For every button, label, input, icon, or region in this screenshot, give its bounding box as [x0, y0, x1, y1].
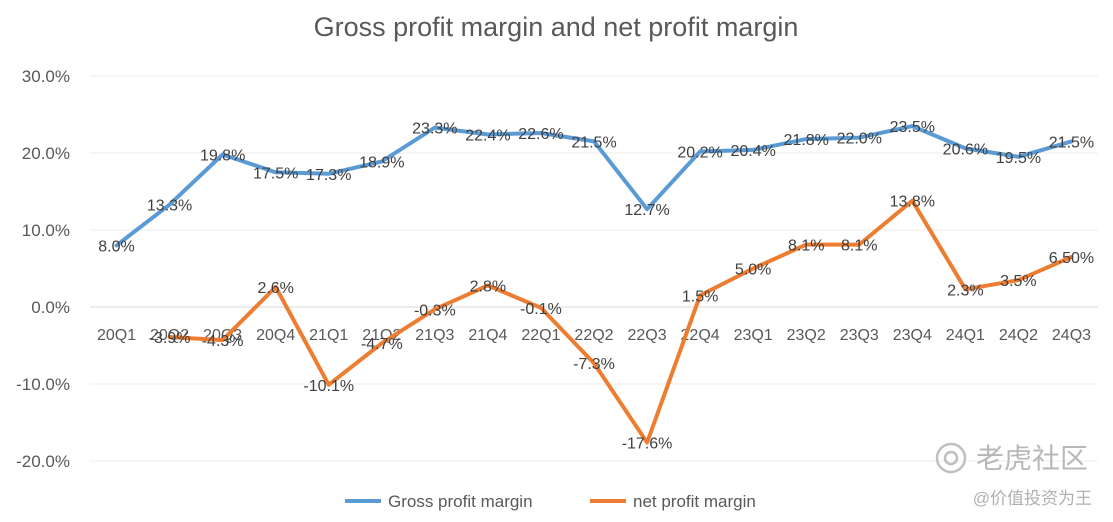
data-label: 12.7% [624, 202, 669, 219]
x-tick-label: 21Q3 [415, 327, 454, 344]
data-label: 2.8% [470, 278, 506, 295]
data-label: -0.1% [520, 301, 562, 318]
data-label: 6.50% [1049, 250, 1094, 267]
data-label: 20.4% [730, 143, 775, 160]
x-tick-label: 22Q2 [574, 327, 613, 344]
data-label: -3.9% [149, 330, 191, 347]
y-axis: 30.0% 20.0% 10.0% 0.0% -10.0% -20.0% [16, 67, 70, 471]
legend-item[interactable]: net profit margin [590, 492, 756, 511]
x-tick-label: 23Q1 [734, 327, 773, 344]
data-label: -17.6% [622, 436, 673, 453]
x-tick-label: 23Q4 [893, 327, 932, 344]
data-label: 17.3% [306, 167, 351, 184]
tiger-logo-icon [935, 442, 967, 474]
data-label: 21.5% [1049, 134, 1094, 151]
data-label: -10.1% [303, 378, 354, 395]
data-label: 18.9% [359, 154, 404, 171]
data-label: 21.8% [784, 132, 829, 149]
legend-item[interactable]: Gross profit margin [345, 492, 533, 511]
data-label: 20.2% [677, 144, 722, 161]
data-label: 22.6% [518, 126, 563, 143]
x-tick-label: 20Q4 [256, 327, 295, 344]
legend[interactable]: Gross profit margin net profit margin [345, 492, 756, 511]
data-label: 5.0% [735, 262, 771, 279]
y-tick-label: -10.0% [16, 375, 70, 394]
data-label: 13.8% [890, 194, 935, 211]
x-tick-label: 24Q2 [999, 327, 1038, 344]
x-tick-label: 23Q2 [787, 327, 826, 344]
data-label: 8.0% [98, 238, 134, 255]
data-label: 1.5% [682, 288, 718, 305]
x-tick-label: 22Q1 [521, 327, 560, 344]
y-tick-label: -20.0% [16, 452, 70, 471]
data-label: 8.1% [788, 238, 824, 255]
data-label: 23.5% [890, 119, 935, 136]
x-tick-label: 21Q1 [309, 327, 348, 344]
y-tick-label: 10.0% [22, 221, 70, 240]
data-label: 21.5% [571, 134, 616, 151]
y-tick-label: 20.0% [22, 144, 70, 163]
chart-title: Gross profit margin and net profit margi… [314, 12, 799, 42]
data-labels: 8.0% 13.3% 19.8% 17.5% 17.3% 18.9% 23.3% 22.4% 2… [98, 119, 1094, 452]
x-tick-label: 22Q4 [681, 327, 720, 344]
data-label: -7.3% [573, 356, 615, 373]
x-tick-label: 21Q4 [468, 327, 507, 344]
data-label: 17.5% [253, 165, 298, 182]
watermark: 老虎社区 @价值投资为王 [935, 442, 1092, 508]
x-tick-label: 24Q1 [946, 327, 985, 344]
data-label: 22.0% [837, 131, 882, 148]
watermark-user: @价值投资为王 [973, 489, 1092, 508]
x-axis: 20Q1 20Q2 20Q3 20Q4 21Q1 21Q2 21Q3 21Q4 22Q1 22Q2… [97, 327, 1091, 344]
x-tick-label: 20Q1 [97, 327, 136, 344]
x-tick-label: 22Q3 [627, 327, 666, 344]
data-label: 3.5% [1000, 273, 1036, 290]
data-label: 2.6% [257, 280, 293, 297]
series-line-net [167, 198, 1074, 445]
data-label: 23.3% [412, 121, 457, 138]
y-tick-label: 30.0% [22, 67, 70, 86]
x-tick-label: 21Q2 [362, 327, 401, 344]
series-lines [114, 124, 1074, 445]
data-label: -4.7% [361, 336, 403, 353]
x-tick-label: 23Q3 [840, 327, 879, 344]
x-tick-label: 24Q3 [1052, 327, 1091, 344]
watermark-brand: 老虎社区 [976, 443, 1088, 474]
y-tick-label: 0.0% [31, 298, 70, 317]
data-label: 22.4% [465, 128, 510, 145]
data-label: 2.3% [947, 282, 983, 299]
data-label: 19.5% [996, 150, 1041, 167]
data-label: 8.1% [841, 238, 877, 255]
data-label: -4.3% [202, 333, 244, 350]
data-label: 20.6% [943, 141, 988, 158]
legend-label: net profit margin [633, 492, 756, 511]
data-label: 13.3% [147, 198, 192, 215]
data-label: -0.3% [414, 302, 456, 319]
data-label: 19.8% [200, 148, 245, 165]
legend-label: Gross profit margin [388, 492, 533, 511]
